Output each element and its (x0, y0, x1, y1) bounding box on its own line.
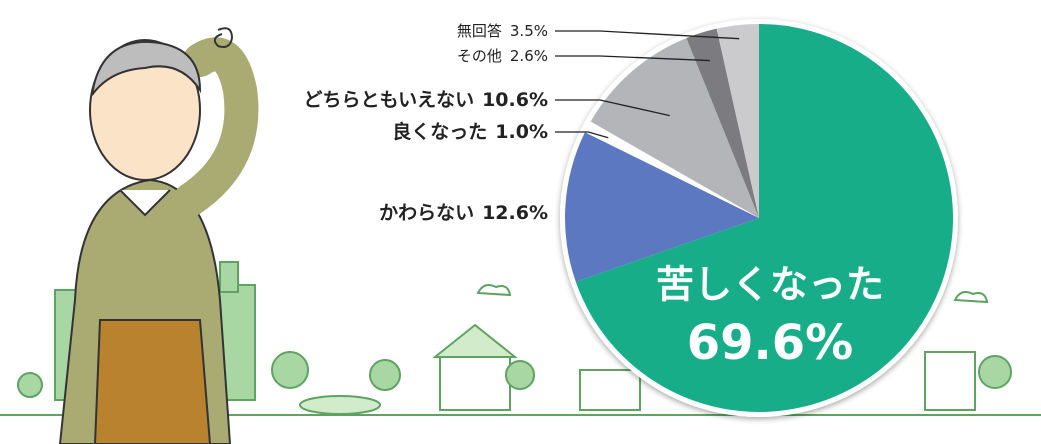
pie (560, 19, 958, 417)
slice-label-name: その他 (457, 47, 502, 65)
person-illustration (58, 27, 259, 444)
slice-label-value: 1.0% (495, 121, 548, 143)
pie-slice (564, 132, 759, 282)
slice-label: どちらともいえない 10.6% (303, 89, 548, 111)
slice-label-name: 無回答 (457, 22, 502, 40)
pie-slice (575, 24, 953, 412)
slice-label: 無回答 3.5% (457, 22, 548, 40)
main-label-value: 69.6% (687, 315, 854, 371)
slice-label: その他 2.6% (457, 47, 548, 65)
leader-line (555, 99, 670, 117)
leader-line (555, 55, 710, 62)
main-label-name: 苦しくなった (656, 263, 884, 307)
slice-label-value: 10.6% (482, 89, 548, 111)
leader-line (555, 30, 740, 40)
leader-line (555, 131, 609, 139)
slice-label-name: 良くなった (392, 120, 487, 143)
pie-slice (716, 24, 759, 218)
pie-slice (686, 28, 759, 218)
slice-label-value: 12.6% (482, 202, 548, 224)
pie-slice (590, 38, 759, 219)
pie-slice (584, 121, 759, 218)
slice-label-value: 2.6% (510, 47, 548, 65)
slice-label: 良くなった 1.0% (392, 120, 548, 143)
slice-label: かわらない 12.6% (379, 202, 548, 224)
slice-label-value: 3.5% (510, 22, 548, 40)
slice-label-name: どちらともいえない (303, 89, 474, 111)
slice-label-name: かわらない (379, 202, 474, 224)
